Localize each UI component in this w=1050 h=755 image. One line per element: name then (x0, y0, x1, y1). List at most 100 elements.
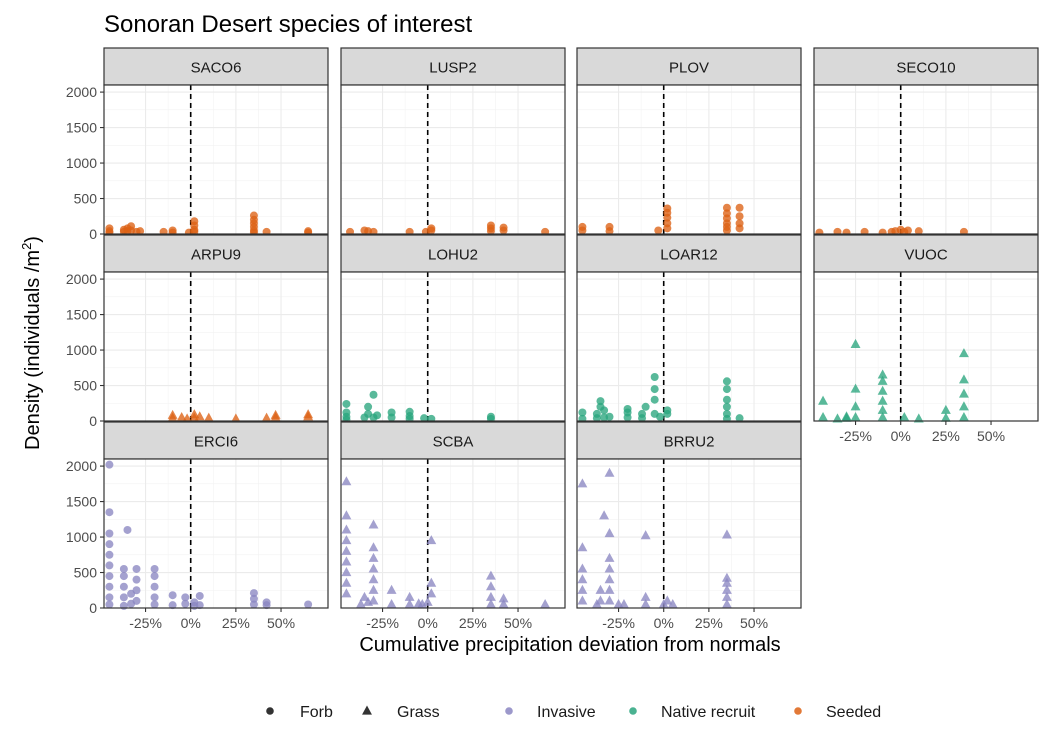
data-point-brru2 (604, 528, 615, 538)
data-point-scba (540, 598, 551, 609)
panel-vuoc: VUOC -25% 0% 25% 50% (813, 234, 1039, 444)
strip-brru2 (576, 421, 802, 460)
data-point-scba (368, 552, 379, 562)
data-point-brru2 (604, 595, 615, 605)
data-point-loar12 (641, 402, 650, 411)
strip-seco10 (813, 47, 1039, 86)
panel-saco6: SACO6 0 500 1000 1500 2000 (66, 47, 329, 242)
plot-bg-loar12 (577, 272, 801, 421)
data-point-arpu9 (303, 411, 314, 421)
strip-vuoc (813, 234, 1039, 273)
data-point-erci6 (119, 572, 128, 581)
panel-border-vuoc (813, 271, 1039, 422)
data-point-lohu2 (364, 402, 373, 411)
legend-key-grass (362, 705, 372, 715)
y-tick-label: 0 (89, 413, 97, 429)
data-point-vuoc (832, 413, 843, 423)
data-point-loar12 (722, 409, 731, 418)
legend-item-seeded: Seeded (794, 704, 881, 721)
x-tick-label: 25% (932, 428, 960, 444)
y-tick-label: 500 (74, 191, 98, 207)
data-point-loar12 (722, 377, 731, 386)
legend-item-invasive: Invasive (505, 704, 596, 721)
data-point-erci6 (262, 598, 271, 607)
data-point-arpu9 (203, 412, 214, 422)
data-point-erci6 (105, 593, 114, 602)
strip-plov (576, 47, 802, 86)
data-point-erci6 (249, 594, 258, 603)
data-point-erci6 (181, 593, 190, 602)
data-point-vuoc (877, 404, 888, 414)
data-point-erci6 (150, 600, 159, 609)
data-point-loar12 (735, 414, 744, 423)
data-point-loar12 (650, 395, 659, 404)
data-point-scba (341, 556, 352, 566)
panel-border-loar12 (576, 271, 802, 422)
legend-groups: Invasive Native recruit Seeded (505, 704, 881, 721)
data-point-erci6 (105, 572, 114, 581)
data-point-lusp2 (427, 224, 436, 233)
plot-bg-vuoc (814, 272, 1038, 421)
panel-border-lohu2 (340, 271, 566, 422)
data-point-scba (498, 593, 509, 603)
data-point-loar12 (605, 412, 614, 421)
x-tick-label: 0% (418, 615, 438, 631)
legend-label-invasive: Invasive (537, 704, 596, 721)
data-point-brru2 (640, 598, 651, 609)
data-point-lusp2 (486, 221, 495, 230)
data-point-scba (485, 598, 496, 609)
data-point-erci6 (105, 529, 114, 538)
strip-label-lusp2: LUSP2 (429, 60, 477, 77)
data-point-loar12 (578, 408, 587, 417)
data-point-erci6 (150, 572, 159, 581)
data-point-erci6 (168, 591, 177, 600)
plot-bg-saco6 (104, 85, 328, 234)
data-point-vuoc (850, 383, 861, 393)
data-point-loar12 (596, 397, 605, 406)
data-point-brru2 (599, 510, 610, 520)
data-point-brru2 (577, 478, 588, 488)
panel-border-plov (576, 84, 802, 235)
legend-item-native-recruit: Native recruit (629, 704, 756, 721)
data-point-vuoc (899, 411, 910, 422)
data-point-brru2 (604, 563, 615, 573)
legend-key-seeded (794, 707, 802, 715)
data-point-scba (341, 510, 352, 520)
data-point-erci6 (105, 550, 114, 559)
data-point-saco6 (168, 226, 177, 235)
plot-bg-seco10 (814, 85, 1038, 234)
data-point-vuoc (850, 338, 861, 348)
data-point-vuoc (958, 374, 969, 384)
data-point-brru2 (604, 467, 615, 477)
data-point-vuoc (850, 411, 861, 422)
panel-lusp2: LUSP2 (340, 47, 566, 236)
legend-key-forb (266, 707, 274, 715)
data-point-scba (368, 595, 379, 605)
data-point-loar12 (722, 385, 731, 394)
x-axis-title: Cumulative precipitation deviation from … (359, 634, 780, 656)
data-point-vuoc (958, 388, 969, 398)
panel-plov: PLOV (576, 47, 802, 236)
data-point-scba (485, 581, 496, 591)
x-tick-label: -25% (129, 615, 162, 631)
data-point-arpu9 (176, 411, 187, 422)
panel-arpu9: ARPU9 0 500 1000 1500 2000 (66, 234, 329, 429)
data-point-brru2 (721, 591, 732, 601)
legend-label-seeded: Seeded (826, 704, 881, 721)
data-point-erci6 (105, 561, 114, 570)
data-point-brru2 (604, 584, 615, 594)
chart-title: Sonoran Desert species of interest (104, 11, 473, 38)
panel-brru2: BRRU2 -25% 0% 25% 50% (576, 421, 802, 631)
data-point-saco6 (190, 217, 199, 226)
data-point-erci6 (105, 582, 114, 591)
data-point-lohu2 (486, 412, 495, 421)
data-point-brru2 (721, 598, 732, 609)
panel-erci6: ERCI6 0 500 1000 1500 2000 -25% 0% 25% 50% (66, 421, 329, 631)
y-tick-label: 1500 (66, 494, 97, 510)
panel-border-lusp2 (340, 84, 566, 235)
data-point-erci6 (119, 601, 128, 610)
panels-layer: SACO6 0 500 1000 1500 2000 LUSP2 PLOV SECO10 ARPU… (66, 47, 1039, 631)
y-tick-label: 0 (89, 600, 97, 616)
x-tick-label: 50% (267, 615, 295, 631)
